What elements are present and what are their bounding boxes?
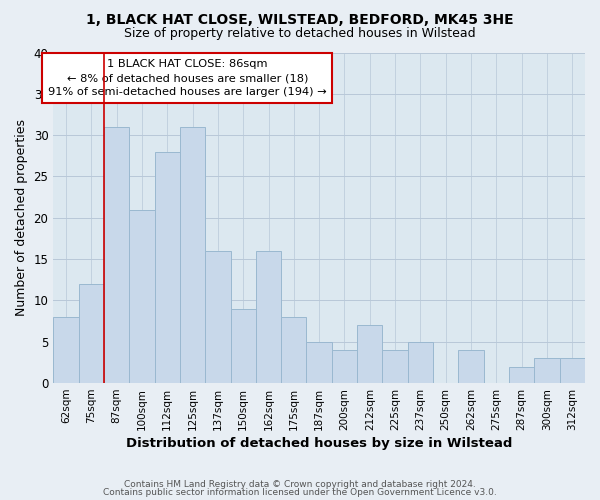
- Bar: [205, 251, 230, 383]
- Bar: [408, 342, 433, 383]
- X-axis label: Distribution of detached houses by size in Wilstead: Distribution of detached houses by size …: [126, 437, 512, 450]
- Bar: [180, 127, 205, 383]
- Text: 1 BLACK HAT CLOSE: 86sqm
← 8% of detached houses are smaller (18)
91% of semi-de: 1 BLACK HAT CLOSE: 86sqm ← 8% of detache…: [48, 59, 327, 97]
- Bar: [53, 317, 79, 383]
- Text: 1, BLACK HAT CLOSE, WILSTEAD, BEDFORD, MK45 3HE: 1, BLACK HAT CLOSE, WILSTEAD, BEDFORD, M…: [86, 12, 514, 26]
- Text: Contains public sector information licensed under the Open Government Licence v3: Contains public sector information licen…: [103, 488, 497, 497]
- Bar: [382, 350, 408, 383]
- Bar: [281, 317, 307, 383]
- Bar: [560, 358, 585, 383]
- Bar: [155, 152, 180, 383]
- Bar: [230, 308, 256, 383]
- Bar: [307, 342, 332, 383]
- Bar: [509, 366, 535, 383]
- Bar: [332, 350, 357, 383]
- Bar: [357, 325, 382, 383]
- Text: Contains HM Land Registry data © Crown copyright and database right 2024.: Contains HM Land Registry data © Crown c…: [124, 480, 476, 489]
- Text: Size of property relative to detached houses in Wilstead: Size of property relative to detached ho…: [124, 28, 476, 40]
- Bar: [458, 350, 484, 383]
- Bar: [104, 127, 129, 383]
- Bar: [256, 251, 281, 383]
- Bar: [535, 358, 560, 383]
- Y-axis label: Number of detached properties: Number of detached properties: [15, 120, 28, 316]
- Bar: [79, 284, 104, 383]
- Bar: [129, 210, 155, 383]
